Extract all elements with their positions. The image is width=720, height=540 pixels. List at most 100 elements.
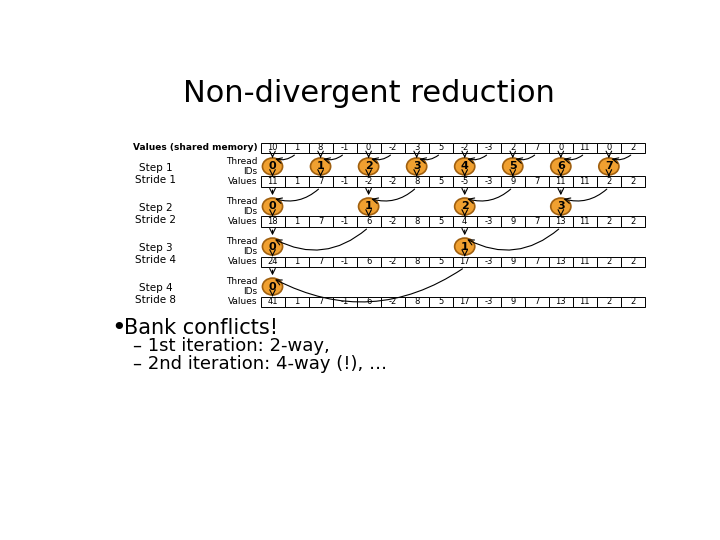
Text: 0: 0 [558,144,564,152]
Text: Values (shared memory): Values (shared memory) [132,144,258,152]
Bar [309,296,333,307]
Text: 0: 0 [269,161,276,171]
Text: -1: -1 [341,258,348,266]
Text: 2: 2 [606,177,611,186]
Text: 4: 4 [462,218,467,226]
Bar [477,217,500,227]
Bar [428,143,453,153]
Bar [405,177,428,187]
Bar [621,177,645,187]
Text: -2: -2 [389,258,397,266]
Text: 5: 5 [438,177,444,186]
Ellipse shape [454,158,474,175]
Ellipse shape [359,158,379,175]
Text: 4: 4 [461,161,469,171]
Text: 1: 1 [294,298,300,307]
Bar [428,256,453,267]
Bar [405,143,428,153]
Text: 5: 5 [438,258,444,266]
Text: 0: 0 [606,144,611,152]
Text: -2: -2 [364,177,373,186]
Text: -1: -1 [341,218,348,226]
Text: 8: 8 [414,298,419,307]
Ellipse shape [599,158,619,175]
Bar [261,143,284,153]
Text: 17: 17 [459,298,470,307]
Text: Thread
IDs: Thread IDs [226,237,258,256]
Text: 3: 3 [557,201,564,212]
Bar [500,256,525,267]
Ellipse shape [551,158,571,175]
Bar [381,296,405,307]
Text: 7: 7 [534,144,539,152]
Text: – 2nd iteration: 4-way (!), …: – 2nd iteration: 4-way (!), … [132,355,387,373]
Text: Step 3
Stride 4: Step 3 Stride 4 [135,244,176,265]
Bar [477,143,500,153]
Text: 2: 2 [630,298,636,307]
Bar [284,177,309,187]
Ellipse shape [551,198,571,215]
Bar [453,256,477,267]
Bar [261,217,284,227]
Bar [284,217,309,227]
Bar [428,177,453,187]
Ellipse shape [407,158,427,175]
Bar [500,217,525,227]
Text: 2: 2 [461,201,469,212]
Text: 13: 13 [556,218,566,226]
Text: 6: 6 [366,218,372,226]
Bar [309,256,333,267]
Text: 3: 3 [413,161,420,171]
Text: 10: 10 [267,144,278,152]
Bar [525,143,549,153]
Bar [573,143,597,153]
Text: Values: Values [228,218,258,226]
Text: -1: -1 [341,298,348,307]
Text: 7: 7 [318,258,323,266]
Bar [261,296,284,307]
Bar [333,217,356,227]
Bar [597,256,621,267]
Text: 1: 1 [294,177,300,186]
Text: 1: 1 [294,258,300,266]
Text: 0: 0 [269,281,276,292]
Text: 8: 8 [414,218,419,226]
Text: 8: 8 [414,177,419,186]
Bar [428,296,453,307]
Text: -2: -2 [389,144,397,152]
Text: 1: 1 [317,161,325,171]
Text: 5: 5 [438,218,444,226]
Bar [477,256,500,267]
Bar [284,296,309,307]
Ellipse shape [310,158,330,175]
Text: 1: 1 [461,241,469,252]
Bar [573,217,597,227]
Text: 41: 41 [267,298,278,307]
Text: 13: 13 [556,298,566,307]
Bar [309,177,333,187]
Ellipse shape [503,158,523,175]
Text: 1: 1 [294,144,300,152]
Bar [525,177,549,187]
Text: Values: Values [228,258,258,266]
Text: 18: 18 [267,218,278,226]
Text: 0: 0 [366,144,372,152]
Bar [453,177,477,187]
Text: 11: 11 [267,177,278,186]
Text: Step 4
Stride 8: Step 4 Stride 8 [135,284,176,305]
Bar [621,143,645,153]
Text: Thread
IDs: Thread IDs [226,197,258,216]
Text: 2: 2 [630,258,636,266]
Bar [284,143,309,153]
Bar [597,296,621,307]
Text: 13: 13 [556,258,566,266]
Ellipse shape [454,238,474,255]
Bar [525,296,549,307]
Bar [500,177,525,187]
Text: 11: 11 [580,298,590,307]
Text: 2: 2 [630,144,636,152]
Text: 2: 2 [606,218,611,226]
Text: Step 1
Stride 1: Step 1 Stride 1 [135,163,176,185]
Bar [261,177,284,187]
Text: – 1st iteration: 2-way,: – 1st iteration: 2-way, [132,337,329,355]
